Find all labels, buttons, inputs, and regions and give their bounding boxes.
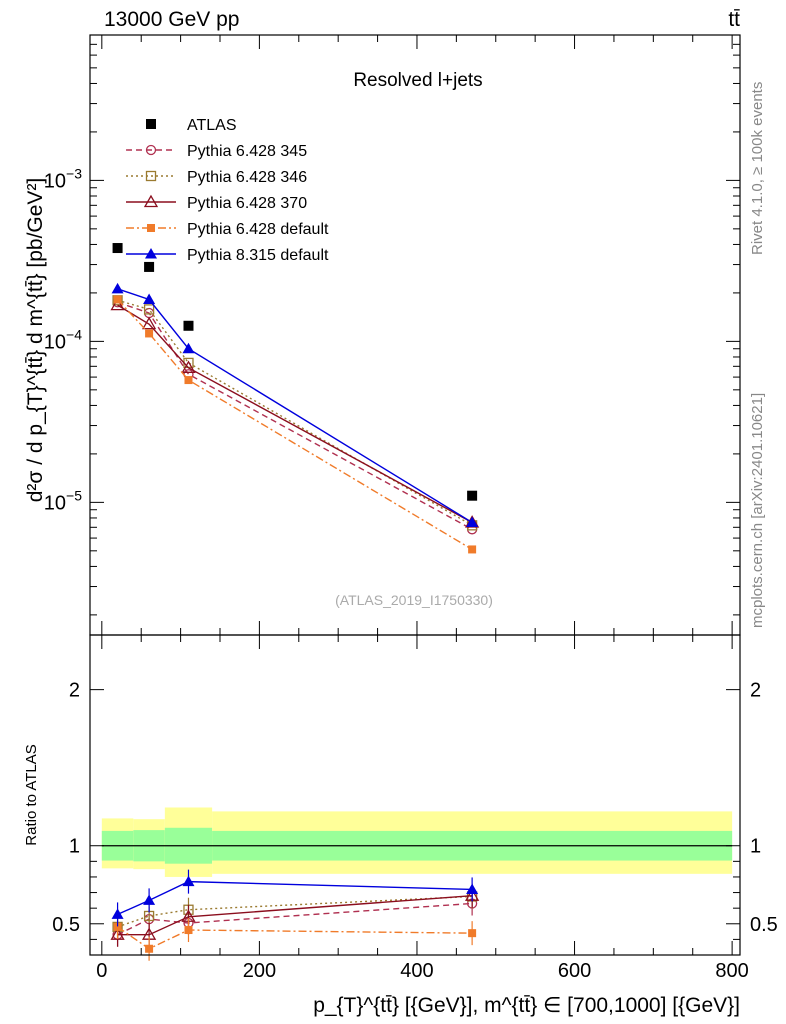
data-point [468, 545, 477, 554]
ratio-frame [89, 634, 741, 956]
data-point [141, 316, 157, 330]
mcplots-label: mcplots.cern.ch [arXiv:2401.10621] [749, 393, 766, 628]
ratio-panel: 0.5 0.5 1 1 2 2 0 200 400 600 800 Ratio to ATLAS p… [23, 634, 778, 1017]
ratio-point [145, 944, 154, 953]
series-line [117, 299, 473, 526]
data-point [182, 342, 195, 354]
legend-label: ATLAS [187, 117, 237, 134]
legend-marker [145, 144, 157, 156]
main-title: Resolved l+jets [353, 70, 482, 91]
ratio-point [468, 929, 477, 938]
x-tick-label: 800 [715, 960, 748, 982]
legend: ATLAS Pythia 6.428 345 Pythia 6.428 346 Pyt… [126, 117, 329, 264]
legend-marker [147, 224, 155, 232]
ratio-point [111, 908, 124, 919]
data-point [181, 360, 196, 373]
ratio-y-tick-label: 2 [69, 680, 80, 702]
ratio-y-tick-label-right: 2 [750, 680, 761, 702]
legend-label: Pythia 6.428 default [187, 221, 329, 238]
data-point [112, 243, 123, 254]
ratio-series-pythia-8-315-default [111, 869, 479, 927]
ratio-line [117, 895, 473, 928]
ratio-y-tick-label: 0.5 [52, 914, 80, 936]
ratio-point [110, 927, 125, 940]
ratio-point [113, 922, 122, 931]
legend-marker [143, 194, 159, 208]
data-point [184, 376, 193, 385]
legend-label: Pythia 6.428 370 [187, 195, 307, 212]
data-point [467, 490, 478, 501]
series-line [117, 304, 473, 524]
legend-marker [146, 119, 156, 129]
legend-label: Pythia 8.315 default [187, 247, 329, 264]
series-line [117, 299, 473, 551]
rivet-label: Rivet 4.1.0, ≥ 100k events [749, 82, 766, 255]
series-line [117, 288, 473, 524]
main-panel: 10−5 10−4 10−3 Resolved l+jets (ATLAS_2019… [24, 34, 741, 636]
data-point [143, 293, 156, 305]
series-pythia-6-428-default [113, 295, 477, 554]
legend-label: Pythia 6.428 346 [187, 169, 307, 186]
legend-marker [145, 170, 157, 182]
x-tick-label: 400 [400, 960, 433, 982]
series-pythia-6-428-345 [112, 297, 478, 535]
series-atlas [112, 243, 478, 501]
data-point [145, 329, 154, 338]
x-tick-label: 200 [243, 960, 276, 982]
analysis-label: (ATLAS_2019_I1750330) [335, 592, 493, 608]
ratio-point [182, 875, 195, 887]
data-point [183, 320, 194, 331]
ratio-line [117, 902, 473, 936]
y-tick-label: 10−3 [44, 165, 82, 192]
data-point [110, 297, 125, 311]
y-tick-label: 10−4 [44, 326, 82, 353]
data-point [466, 516, 479, 527]
y-tick-label: 10−5 [44, 487, 82, 514]
data-point [111, 282, 124, 294]
x-tick-label: 600 [558, 960, 591, 982]
ratio-y-tick-label: 1 [69, 836, 80, 858]
main-y-axis-label: d²σ / d p_{T}^{tt̄} d m^{tt̄} [pb/GeV²] [24, 178, 47, 503]
ratio-y-tick-label-right: 1 [750, 836, 761, 858]
header-left-title: 13000 GeV pp [104, 8, 239, 31]
ratio-point [184, 926, 193, 935]
ratio-point [466, 883, 479, 894]
legend-marker [145, 248, 157, 259]
legend-label: Pythia 6.428 345 [187, 143, 307, 160]
ratio-series-pythia-6-428-default [113, 914, 477, 961]
ratio-line [117, 894, 473, 936]
ratio-line [117, 880, 473, 916]
ratio-y-tick-label-right: 0.5 [750, 914, 778, 936]
ratio-line [117, 926, 473, 950]
series-pythia-8-315-default [111, 282, 479, 527]
x-axis-label: p_{T}^{tt̄} [{GeV}], m^{tt̄} ∈ [700,1000… [313, 994, 740, 1017]
ratio-point [143, 894, 156, 905]
data-point [144, 261, 155, 272]
header-right-title: tt̄ [728, 8, 740, 31]
data-point [143, 304, 155, 315]
data-point [113, 295, 122, 304]
ratio-y-axis-label: Ratio to ATLAS [23, 744, 40, 845]
x-tick-label: 0 [96, 960, 107, 982]
